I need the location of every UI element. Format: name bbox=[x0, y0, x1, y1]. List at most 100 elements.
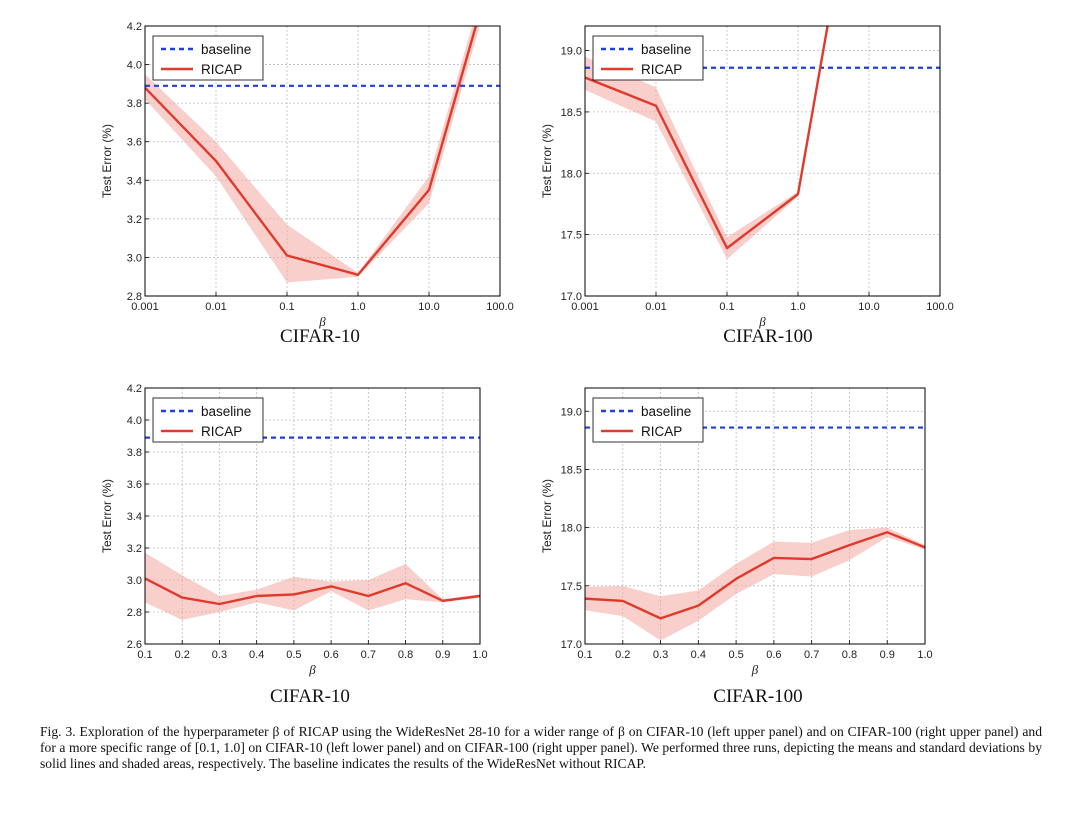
x-tick-label: 0.6 bbox=[323, 649, 338, 661]
x-tick-label: 0.01 bbox=[205, 301, 226, 313]
axes-frame bbox=[144, 387, 481, 645]
x-tick-label: 0.3 bbox=[653, 649, 668, 661]
x-tick-label: 0.8 bbox=[398, 649, 413, 661]
x-axis-label: β bbox=[318, 314, 326, 329]
y-tick-label: 3.8 bbox=[127, 447, 142, 459]
y-tick-label: 17.0 bbox=[561, 639, 582, 651]
x-tick-label: 0.4 bbox=[691, 649, 706, 661]
x-tick-label: 100.0 bbox=[486, 301, 514, 313]
y-tick-label: 2.6 bbox=[127, 639, 142, 651]
x-tick-label: 0.2 bbox=[175, 649, 190, 661]
y-tick-label: 18.5 bbox=[561, 464, 582, 476]
x-tick-label: 0.1 bbox=[279, 301, 294, 313]
ricap-line bbox=[145, 26, 478, 276]
legend-label: RICAP bbox=[201, 62, 242, 77]
legend-label: baseline bbox=[641, 42, 691, 57]
axes-frame bbox=[144, 25, 501, 297]
legend-label: baseline bbox=[201, 404, 251, 419]
x-tick-label: 0.1 bbox=[137, 649, 152, 661]
x-axis-label: β bbox=[751, 662, 759, 677]
x-tick-label: 1.0 bbox=[917, 649, 932, 661]
legend-label: baseline bbox=[641, 404, 691, 419]
y-tick-label: 2.8 bbox=[127, 607, 142, 619]
y-tick-label: 3.6 bbox=[127, 479, 142, 491]
y-tick-label: 17.5 bbox=[561, 581, 582, 593]
legend-label: baseline bbox=[201, 42, 251, 57]
y-tick-label: 3.6 bbox=[127, 137, 142, 149]
x-tick-label: 10.0 bbox=[858, 301, 879, 313]
plot-area bbox=[145, 436, 480, 620]
y-tick-label: 19.0 bbox=[561, 46, 582, 58]
x-tick-label: 1.0 bbox=[472, 649, 487, 661]
ricap-line bbox=[585, 26, 829, 250]
x-tick-label: 1.0 bbox=[350, 301, 365, 313]
legend-box bbox=[152, 397, 264, 443]
legend-label: RICAP bbox=[641, 424, 682, 439]
x-tick-label: 0.7 bbox=[804, 649, 819, 661]
y-tick-label: 3.0 bbox=[127, 575, 142, 587]
y-axis-label: Test Error (%) bbox=[540, 124, 554, 198]
x-tick-label: 0.6 bbox=[766, 649, 781, 661]
panel-title-cifar100-narrow: CIFAR-100 bbox=[713, 686, 803, 707]
x-tick-label: 0.7 bbox=[361, 649, 376, 661]
x-tick-label: 0.9 bbox=[435, 649, 450, 661]
axes-frame bbox=[584, 387, 926, 645]
x-tick-label: 0.1 bbox=[577, 649, 592, 661]
y-tick-label: 2.8 bbox=[127, 291, 142, 303]
y-axis-label: Test Error (%) bbox=[100, 479, 114, 553]
y-tick-label: 17.5 bbox=[561, 230, 582, 242]
ricap-std-band bbox=[585, 527, 925, 641]
legend-box bbox=[592, 35, 704, 81]
chart-panel-cifar100-wide: 17.0 17.5 18.0 18.5 19.0 0.001 0.01 0.1 1.0 10.0 1… bbox=[530, 14, 954, 329]
plot-area bbox=[145, 26, 500, 283]
chart-panel-cifar10-wide: 2.8 3.0 3.2 3.4 3.6 3.8 4.0 4.2 0.001 0.01 0.1 1.0 1… bbox=[90, 14, 514, 329]
y-tick-label: 3.0 bbox=[127, 252, 142, 264]
y-tick-label: 4.2 bbox=[127, 21, 142, 33]
x-axis-label: β bbox=[308, 662, 316, 677]
y-axis-label: Test Error (%) bbox=[540, 479, 554, 553]
x-tick-label: 0.1 bbox=[719, 301, 734, 313]
ricap-line bbox=[585, 531, 925, 620]
x-tick-label: 100.0 bbox=[926, 301, 954, 313]
x-tick-label: 0.001 bbox=[131, 301, 159, 313]
x-tick-label: 0.2 bbox=[615, 649, 630, 661]
x-tick-label: 0.9 bbox=[880, 649, 895, 661]
x-tick-label: 0.5 bbox=[286, 649, 301, 661]
x-tick-label: 0.01 bbox=[645, 301, 666, 313]
y-tick-label: 3.2 bbox=[127, 214, 142, 226]
y-tick-label: 3.8 bbox=[127, 98, 142, 110]
x-tick-label: 1.0 bbox=[790, 301, 805, 313]
figure-caption: Fig. 3. Exploration of the hyperparamete… bbox=[40, 724, 1042, 771]
x-tick-label: 0.8 bbox=[842, 649, 857, 661]
x-tick-label: 0.4 bbox=[249, 649, 264, 661]
chart-panel-cifar10-narrow: 2.6 2.8 3.0 3.2 3.4 3.6 3.8 4.0 4.2 0.1 0.2 0.3 0.4 0… bbox=[90, 376, 510, 686]
legend-box bbox=[152, 35, 264, 81]
legend-box bbox=[592, 397, 704, 443]
y-tick-label: 19.0 bbox=[561, 406, 582, 418]
x-tick-label: 0.001 bbox=[571, 301, 599, 313]
panel-title-cifar10-wide: CIFAR-10 bbox=[280, 326, 360, 347]
legend-label: RICAP bbox=[641, 62, 682, 77]
y-tick-label: 18.5 bbox=[561, 107, 582, 119]
x-tick-label: 0.3 bbox=[212, 649, 227, 661]
y-tick-label: 3.4 bbox=[127, 511, 142, 523]
y-tick-label: 17.0 bbox=[561, 291, 582, 303]
chart-panel-cifar100-narrow: 17.0 17.5 18.0 18.5 19.0 0.1 0.2 0.3 0.4 0.5 0.6 0.… bbox=[530, 376, 950, 686]
y-tick-label: 3.2 bbox=[127, 543, 142, 555]
ricap-std-band bbox=[145, 26, 479, 283]
y-tick-label: 18.0 bbox=[561, 168, 582, 180]
y-tick-label: 3.4 bbox=[127, 175, 142, 187]
ricap-line bbox=[145, 577, 480, 606]
plot-area bbox=[585, 426, 925, 641]
panel-title-cifar100-wide: CIFAR-100 bbox=[723, 326, 813, 347]
y-tick-label: 4.0 bbox=[127, 415, 142, 427]
y-axis-label: Test Error (%) bbox=[100, 124, 114, 198]
panel-title-cifar10-narrow: CIFAR-10 bbox=[270, 686, 350, 707]
legend-label: RICAP bbox=[201, 424, 242, 439]
y-tick-label: 18.0 bbox=[561, 523, 582, 535]
y-tick-label: 4.2 bbox=[127, 383, 142, 395]
x-axis-label: β bbox=[758, 314, 766, 329]
plot-area bbox=[585, 26, 940, 260]
x-tick-label: 0.5 bbox=[728, 649, 743, 661]
y-tick-label: 4.0 bbox=[127, 60, 142, 72]
